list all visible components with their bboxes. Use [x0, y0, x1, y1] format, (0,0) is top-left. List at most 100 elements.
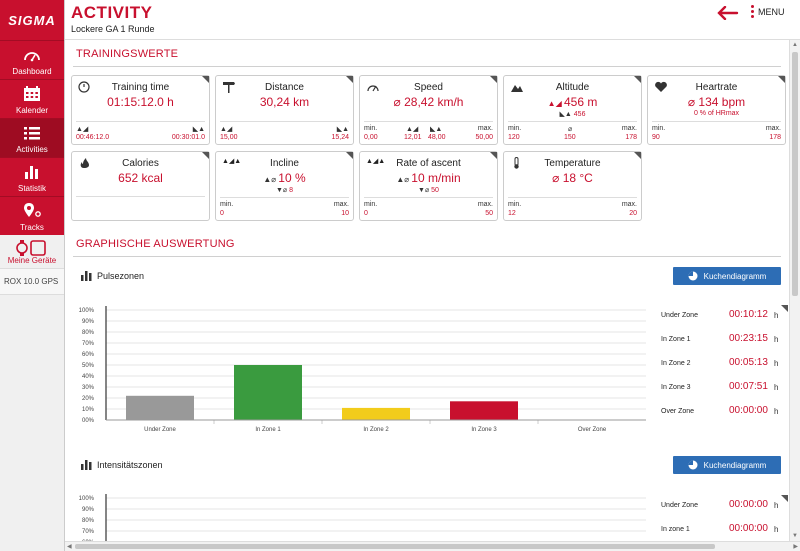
- pie-chart-icon: [688, 271, 698, 281]
- zone-row: Under Zone 00:00:00 h: [661, 499, 779, 510]
- horizontal-scrollbar-thumb[interactable]: [75, 544, 715, 549]
- y-tick-label: 90%: [82, 507, 95, 513]
- y-tick-label: 10%: [82, 407, 95, 413]
- calendar-icon: [24, 86, 40, 101]
- speedometer-icon: [367, 85, 379, 92]
- card-incline[interactable]: ▲◢▲ Incline ▲⌀ 10 % ▼⌀ 8 min. max. 0 10: [215, 151, 354, 221]
- kebab-icon: [751, 5, 754, 18]
- pie-chart-button-pulse[interactable]: Kuchendiagramm: [673, 267, 781, 285]
- map-pin-icon: [24, 203, 41, 217]
- sidebar-item-dashboard[interactable]: Dashboard: [0, 40, 64, 79]
- menu-button[interactable]: MENU: [751, 5, 785, 18]
- ascent-icon: ▲◢▲: [366, 158, 386, 165]
- uphill-icon: ▲◢: [76, 126, 89, 133]
- sigma-logo: SIGMA: [0, 0, 64, 40]
- section-title-trainingswerte: TRAININGSWERTE: [76, 48, 179, 60]
- back-arrow-icon[interactable]: [717, 6, 739, 20]
- y-tick-label: 80%: [82, 518, 95, 524]
- sidebar-item-kalender[interactable]: Kalender: [0, 79, 64, 118]
- x-tick-label: Over Zone: [578, 427, 607, 433]
- pulsezonen-chart: 00% 10% 20% 30% 40% 50% 60% 70% 80% 90% 100% Under …: [79, 306, 646, 433]
- flame-icon: [80, 158, 89, 168]
- sidebar-item-activities[interactable]: Activities: [0, 118, 64, 157]
- y-tick-label: 00%: [82, 418, 95, 424]
- card-training-time[interactable]: Training time 01:15:12.0 h ▲◢ ◣▲ 00:46:1…: [71, 75, 210, 145]
- y-tick-label: 30%: [82, 385, 95, 391]
- uphill-icon: ▲◢: [547, 99, 564, 108]
- pulsezonen-header: Pulsezonen Kuchendiagramm: [81, 267, 781, 287]
- sidebar-item-label: Activities: [16, 145, 48, 154]
- heart-icon: [655, 81, 667, 92]
- mountain-icon: [511, 85, 523, 92]
- devices-icon: [16, 240, 46, 256]
- downhill-average-icon: ▼⌀: [276, 187, 290, 194]
- card-heartrate[interactable]: Heartrate ⌀ 134 bpm 0 % of HRmax min. ma…: [647, 75, 786, 145]
- pie-chart-icon: [688, 460, 698, 470]
- sidebar: SIGMA Dashboard Kalender Activities Stat…: [0, 0, 65, 551]
- sidebar-item-label: Kalender: [15, 106, 49, 115]
- average-icon: ⌀: [687, 95, 699, 109]
- pie-chart-button-intensity[interactable]: Kuchendiagramm: [673, 456, 781, 474]
- y-tick-label: 60%: [82, 540, 95, 541]
- horizontal-scrollbar[interactable]: ◀ ▶: [65, 541, 800, 551]
- average-icon: ⌀: [552, 171, 563, 185]
- bar: [342, 407, 410, 420]
- uphill-icon: ▲◢: [406, 126, 419, 133]
- sidebar-item-statistik[interactable]: Statistik: [0, 157, 64, 196]
- zone-row: In Zone 2 00:05:13 h: [661, 357, 779, 368]
- page-title: ACTIVITY: [71, 3, 153, 22]
- sidebar-item-label: Meine Geräte: [7, 256, 57, 265]
- intensitaetszonen-header: Intensitätszonen Kuchendiagramm: [81, 456, 781, 476]
- y-tick-label: 60%: [82, 352, 95, 358]
- average-icon: ⌀: [568, 126, 573, 133]
- device-item[interactable]: ROX 10.0 GPS: [0, 269, 64, 295]
- signpost-icon: [223, 82, 235, 93]
- zone-row: In Zone 3 00:07:51 h: [661, 381, 779, 392]
- vertical-scrollbar-thumb[interactable]: [792, 52, 798, 296]
- bar: [126, 395, 194, 420]
- bar-chart-icon: [25, 166, 38, 179]
- zone-row: Over Zone 00:00:00 h: [661, 405, 779, 416]
- average-icon: ⌀: [393, 95, 405, 109]
- x-tick-label: Under Zone: [144, 427, 176, 433]
- x-tick-label: In Zone 1: [255, 427, 281, 433]
- intensitaetszonen-chart: 60% 70% 80% 90% 100%: [79, 494, 646, 541]
- sidebar-item-label: Statistik: [17, 184, 46, 193]
- uphill-average-icon: ▲⌀: [263, 175, 279, 184]
- card-altitude[interactable]: Altitude ▲◢ 456 m ◣▲ 456 min. ⌀ max. 120…: [503, 75, 642, 145]
- downhill-icon: ◣▲: [430, 126, 443, 133]
- x-tick-label: In Zone 3: [471, 427, 497, 433]
- stopwatch-icon: [78, 81, 90, 93]
- downhill-icon: ◣▲: [336, 126, 349, 133]
- downhill-icon: ◣▲: [559, 111, 574, 118]
- y-tick-label: 70%: [82, 341, 95, 347]
- y-tick-label: 50%: [82, 363, 95, 369]
- y-tick-label: 70%: [82, 529, 95, 535]
- list-icon: [24, 127, 40, 140]
- bar: [450, 401, 518, 420]
- card-speed[interactable]: Speed ⌀ 28,42 km/h min. ▲◢ ◣▲ max. 0,00 …: [359, 75, 498, 145]
- main-content: TRAININGSWERTE Training time 01:15:12.0 …: [65, 40, 789, 541]
- vertical-scrollbar[interactable]: ▲ ▼: [789, 40, 800, 541]
- incline-icon: ▲◢▲: [222, 158, 242, 165]
- sidebar-item-tracks[interactable]: Tracks: [0, 196, 64, 235]
- card-calories[interactable]: Calories 652 kcal: [71, 151, 210, 221]
- y-tick-label: 20%: [82, 396, 95, 402]
- sidebar-item-label: Tracks: [20, 223, 44, 232]
- zone-row: Under Zone 00:10:12 h: [661, 309, 779, 320]
- downhill-average-icon: ▼⌀: [418, 187, 432, 194]
- card-rate-of-ascent[interactable]: ▲◢▲ Rate of ascent ▲⌀ 10 m/min ▼⌀ 50 min…: [359, 151, 498, 221]
- bar-chart-icon: [81, 271, 92, 281]
- y-tick-label: 100%: [79, 496, 95, 502]
- sidebar-item-meine-geraete[interactable]: Meine Geräte: [0, 235, 64, 269]
- bar-chart-icon: [81, 460, 92, 470]
- card-distance[interactable]: Distance 30,24 km ▲◢ ◣▲ 15,00 15,24: [215, 75, 354, 145]
- y-tick-label: 100%: [79, 308, 95, 314]
- uphill-icon: ▲◢: [220, 126, 233, 133]
- y-tick-label: 90%: [82, 319, 95, 325]
- activity-name: Lockere GA 1 Runde: [71, 24, 155, 34]
- thermometer-icon: [514, 157, 519, 169]
- y-tick-label: 80%: [82, 330, 95, 336]
- uphill-average-icon: ▲⌀: [396, 175, 412, 184]
- card-temperature[interactable]: Temperature ⌀ 18 °C min. max. 12 20: [503, 151, 642, 221]
